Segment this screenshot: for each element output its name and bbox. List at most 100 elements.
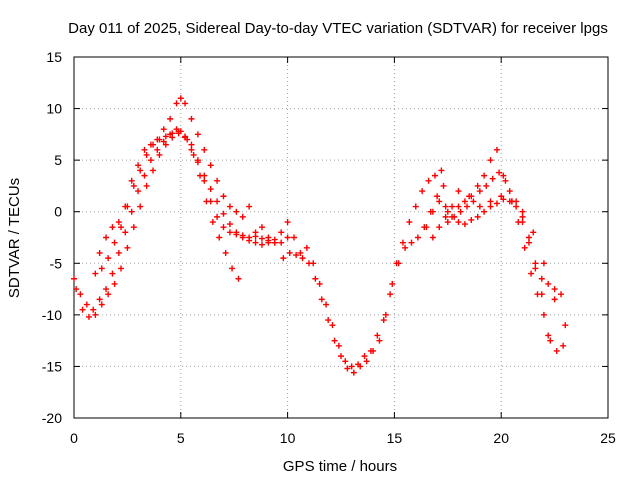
data-point: [201, 172, 208, 179]
data-point: [440, 182, 447, 189]
data-point: [525, 234, 532, 241]
data-point: [239, 213, 246, 220]
data-point: [194, 131, 201, 138]
data-point: [124, 244, 131, 251]
data-point: [508, 198, 515, 205]
data-point: [278, 239, 285, 246]
data-point: [209, 219, 216, 226]
data-point: [414, 234, 421, 241]
data-point: [370, 347, 377, 354]
data-point: [438, 167, 445, 174]
data-point: [429, 208, 436, 215]
data-point: [466, 193, 473, 200]
data-point: [109, 224, 116, 231]
data-point: [380, 317, 387, 324]
y-tick-label: 0: [54, 204, 62, 220]
data-point: [528, 270, 535, 277]
data-point: [235, 275, 242, 282]
data-point: [545, 332, 552, 339]
x-tick-label: 20: [493, 430, 509, 446]
data-point: [98, 301, 105, 308]
data-point: [461, 198, 468, 205]
data-point: [258, 224, 265, 231]
data-point: [464, 203, 471, 210]
data-point: [436, 224, 443, 231]
x-tick-label: 10: [280, 430, 296, 446]
series-pass-6: [280, 182, 447, 376]
chart-title: Day 011 of 2025, Sidereal Day-to-day VTE…: [68, 20, 608, 37]
data-point: [115, 219, 122, 226]
data-point: [357, 363, 364, 370]
data-point: [115, 249, 122, 256]
data-point: [338, 353, 344, 360]
series-pass-1: [71, 126, 242, 313]
data-point: [325, 317, 332, 324]
data-point: [160, 126, 167, 133]
data-point: [173, 100, 180, 107]
data-point: [406, 219, 413, 226]
data-point: [476, 203, 483, 210]
data-point: [117, 224, 124, 231]
data-point: [316, 280, 323, 287]
data-point: [284, 219, 291, 226]
data-point: [348, 363, 355, 370]
data-point: [216, 234, 223, 241]
data-point: [425, 177, 432, 184]
data-point: [278, 229, 285, 236]
data-point: [265, 234, 272, 241]
y-tick-label: 10: [46, 101, 62, 117]
y-tick-label: 15: [46, 49, 62, 65]
data-point: [402, 244, 409, 251]
data-point: [540, 311, 547, 318]
data-point: [194, 159, 201, 166]
data-point: [167, 115, 174, 122]
data-point: [323, 301, 330, 308]
data-point: [553, 347, 560, 354]
data-point: [538, 275, 545, 282]
data-point: [130, 182, 137, 189]
data-point: [226, 203, 233, 210]
series-pass-2: [73, 130, 291, 320]
data-point: [408, 239, 415, 246]
data-point: [361, 353, 368, 360]
data-point: [374, 332, 381, 339]
data-point: [519, 208, 526, 215]
data-point: [207, 198, 214, 205]
data-point: [519, 213, 526, 220]
data-point: [474, 213, 481, 220]
data-point: [233, 208, 240, 215]
data-point: [252, 229, 259, 236]
data-point: [246, 234, 253, 241]
data-point: [498, 193, 505, 200]
data-point: [560, 342, 567, 349]
data-point: [286, 249, 293, 256]
data-point: [103, 286, 110, 293]
data-point: [79, 306, 86, 313]
data-point: [387, 291, 394, 298]
data-point: [558, 291, 565, 298]
data-point: [246, 203, 253, 210]
data-point: [500, 196, 507, 203]
data-point: [188, 141, 195, 148]
data-point: [143, 182, 150, 189]
data-point: [382, 311, 389, 318]
data-point: [449, 203, 456, 210]
data-point: [291, 234, 298, 241]
data-point: [71, 275, 77, 282]
data-point: [258, 241, 265, 248]
data-point: [442, 213, 449, 220]
data-point: [551, 296, 558, 303]
y-tick-label: -20: [42, 410, 62, 426]
data-point: [331, 337, 338, 344]
x-tick-label: 25: [600, 430, 616, 446]
data-point: [109, 270, 116, 277]
data-point: [258, 235, 265, 242]
data-point: [502, 177, 509, 184]
data-point: [534, 291, 541, 298]
data-markers: [71, 95, 569, 376]
data-point: [434, 193, 441, 200]
data-point: [513, 203, 520, 210]
data-point: [214, 213, 221, 220]
series-pass-9: [444, 169, 567, 354]
